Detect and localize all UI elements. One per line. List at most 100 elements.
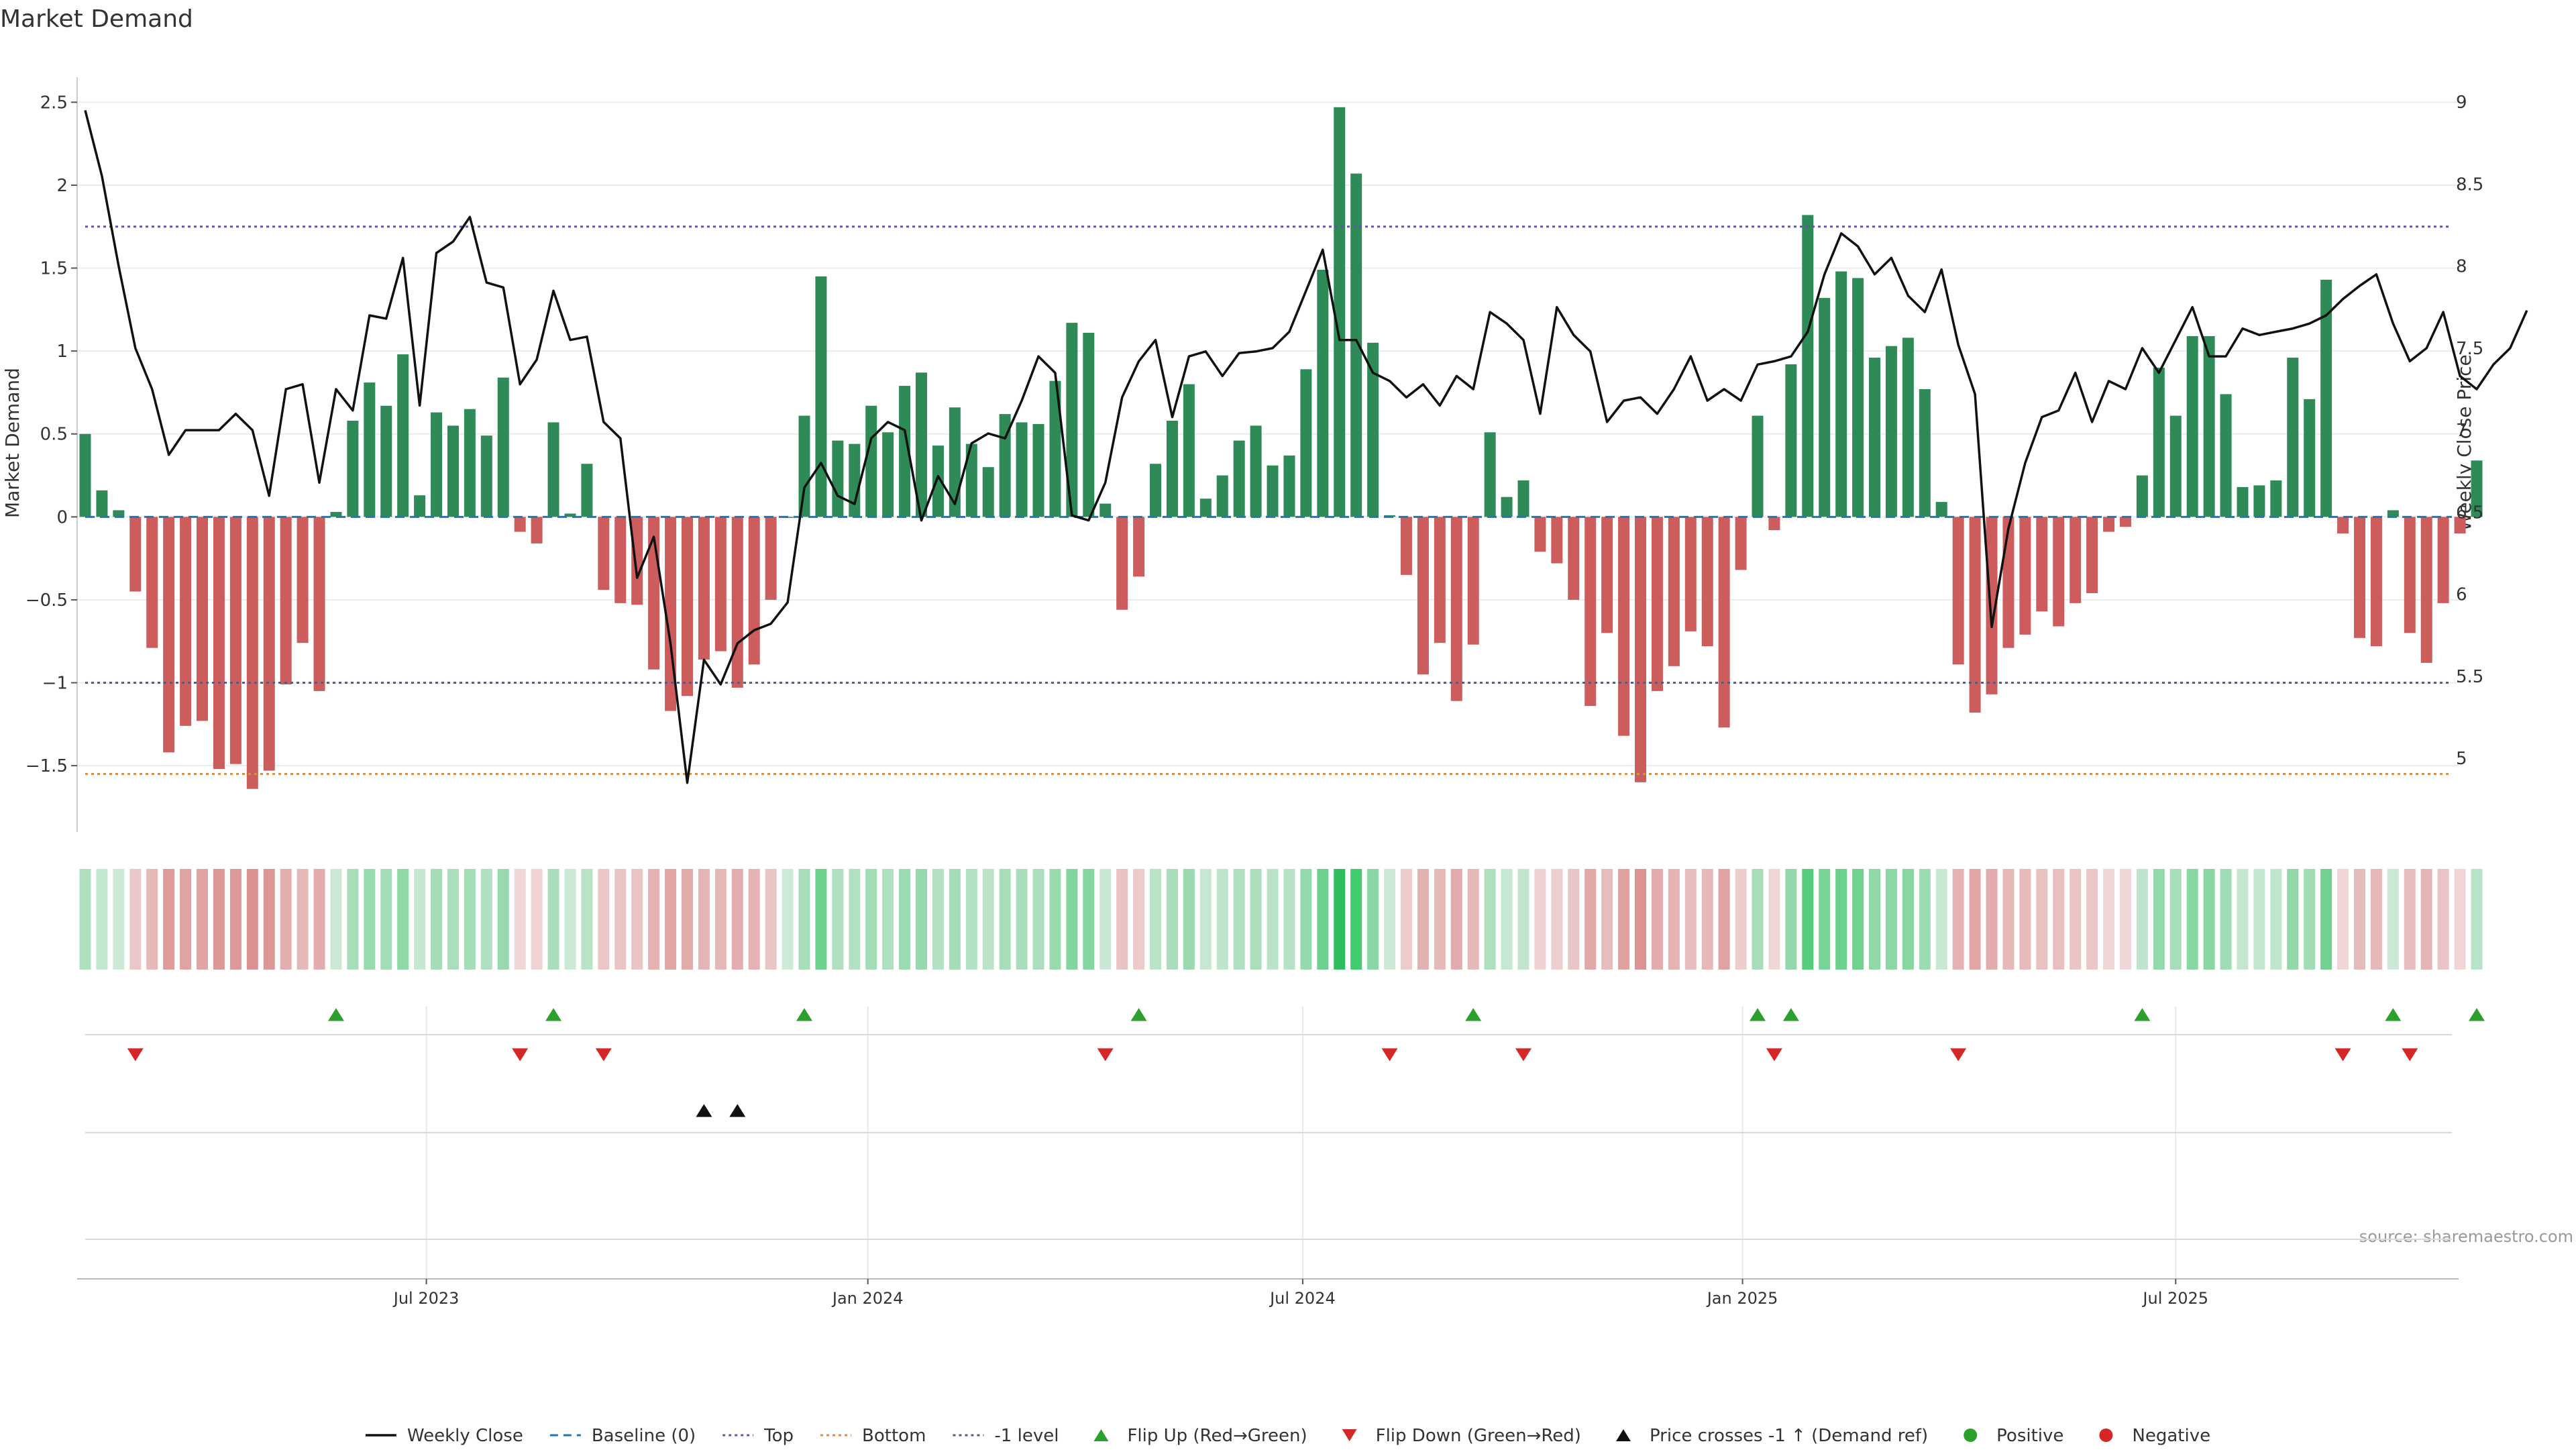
- heat-cell: [731, 869, 743, 970]
- demand-bar: [79, 433, 91, 517]
- demand-bar: [547, 422, 559, 517]
- heat-cell: [1216, 869, 1228, 970]
- demand-bar: [614, 517, 627, 603]
- demand-bar: [1701, 517, 1713, 647]
- heat-cell: [765, 869, 777, 970]
- heat-cell: [2136, 869, 2148, 970]
- heat-cell: [2304, 869, 2316, 970]
- demand-bar: [2471, 460, 2483, 517]
- demand-bar: [263, 517, 275, 771]
- demand-bar: [197, 517, 209, 721]
- flip-up-marker: [2385, 1008, 2402, 1021]
- heat-cell: [1919, 869, 1931, 970]
- demand-bar: [2420, 517, 2432, 663]
- y2-tick-label: 7: [2456, 421, 2467, 441]
- demand-bar: [581, 464, 593, 517]
- heat-cell: [1016, 869, 1028, 970]
- demand-bar: [2270, 480, 2282, 517]
- heat-cell: [213, 869, 225, 970]
- legend-item: Price crosses -1 ↑ (Demand ref): [1615, 1426, 1928, 1446]
- heat-cell: [1835, 869, 1847, 970]
- heat-cell: [614, 869, 627, 970]
- heat-cell: [815, 869, 827, 970]
- legend-label: Flip Up (Red→Green): [1127, 1426, 1307, 1446]
- demand-bar: [1601, 517, 1613, 633]
- demand-bar: [2387, 510, 2399, 517]
- demand-bar: [1869, 358, 1881, 517]
- y2-tick-label: 7.5: [2456, 339, 2483, 359]
- heat-cell: [347, 869, 359, 970]
- x-tick-label: Jul 2025: [2141, 1289, 2208, 1308]
- heat-cell: [999, 869, 1011, 970]
- legend-label: Bottom: [862, 1426, 926, 1446]
- y2-tick-label: 6.5: [2456, 503, 2483, 523]
- legend-swatch: [2099, 1429, 2113, 1442]
- demand-bar: [1267, 465, 1279, 517]
- demand-bar: [1450, 517, 1462, 701]
- demand-bar: [1885, 346, 1897, 517]
- demand-bar: [1634, 517, 1646, 782]
- legend-swatch: [1342, 1429, 1357, 1441]
- heat-cell: [129, 869, 142, 970]
- demand-bar: [1400, 517, 1412, 575]
- heat-cell: [1233, 869, 1245, 970]
- demand-bar: [965, 444, 977, 517]
- heat-cell: [916, 869, 927, 970]
- demand-bar: [2203, 335, 2215, 517]
- demand-bar: [1250, 425, 1262, 517]
- demand-bar: [531, 517, 543, 543]
- heat-cell: [932, 869, 944, 970]
- heat-cell: [714, 869, 727, 970]
- heat-cell: [1334, 869, 1346, 970]
- heat-cell: [497, 869, 509, 970]
- y-axis-label: Market Demand: [1, 368, 23, 518]
- heat-cell: [431, 869, 443, 970]
- y-tick-label: 0.5: [40, 425, 68, 445]
- heat-cell: [163, 869, 175, 970]
- heat-cell: [2454, 869, 2466, 970]
- legend-item: Baseline (0): [549, 1426, 696, 1446]
- demand-bar: [2070, 517, 2082, 603]
- heat-cell: [1585, 869, 1597, 970]
- y2-tick-label: 8.5: [2456, 174, 2483, 195]
- legend-item: Negative: [2099, 1426, 2210, 1446]
- legend-label: Weekly Close: [407, 1426, 523, 1446]
- demand-bar: [1183, 384, 1195, 517]
- demand-bar: [2053, 517, 2065, 627]
- flip-down-marker: [1766, 1048, 1782, 1061]
- heat-cell: [2253, 869, 2265, 970]
- demand-bar: [564, 513, 576, 517]
- legend-swatch: [1615, 1429, 1631, 1441]
- heat-cell: [1819, 869, 1831, 970]
- demand-bar: [1283, 455, 1295, 517]
- demand-bar: [899, 386, 911, 517]
- y2-tick-label: 5.5: [2456, 667, 2483, 687]
- demand-bar: [2437, 517, 2449, 603]
- heat-cell: [1199, 869, 1212, 970]
- demand-bar: [2304, 399, 2316, 517]
- demand-bar: [2287, 358, 2299, 517]
- y-tick-label: 0: [56, 507, 68, 527]
- demand-bar: [765, 517, 777, 600]
- heat-cell: [2203, 869, 2215, 970]
- signal-markers: [127, 1008, 2485, 1117]
- demand-bar: [330, 511, 342, 517]
- demand-bars: [79, 107, 2483, 789]
- heat-cell: [1651, 869, 1663, 970]
- heat-cell: [1350, 869, 1362, 970]
- heat-cell: [2036, 869, 2048, 970]
- heat-cell: [263, 869, 275, 970]
- heat-cell: [2119, 869, 2131, 970]
- heat-cell: [2320, 869, 2332, 970]
- legend-label: Flip Down (Green→Red): [1376, 1426, 1581, 1446]
- demand-bar: [2370, 517, 2382, 647]
- heat-cell: [1718, 869, 1730, 970]
- heat-cell: [865, 869, 877, 970]
- heat-cell: [899, 869, 911, 970]
- heat-cell: [1869, 869, 1881, 970]
- heat-cell: [1517, 869, 1529, 970]
- demand-bar: [2320, 279, 2332, 517]
- heat-cell: [698, 869, 710, 970]
- heat-cell: [229, 869, 241, 970]
- demand-bar: [1768, 517, 1780, 531]
